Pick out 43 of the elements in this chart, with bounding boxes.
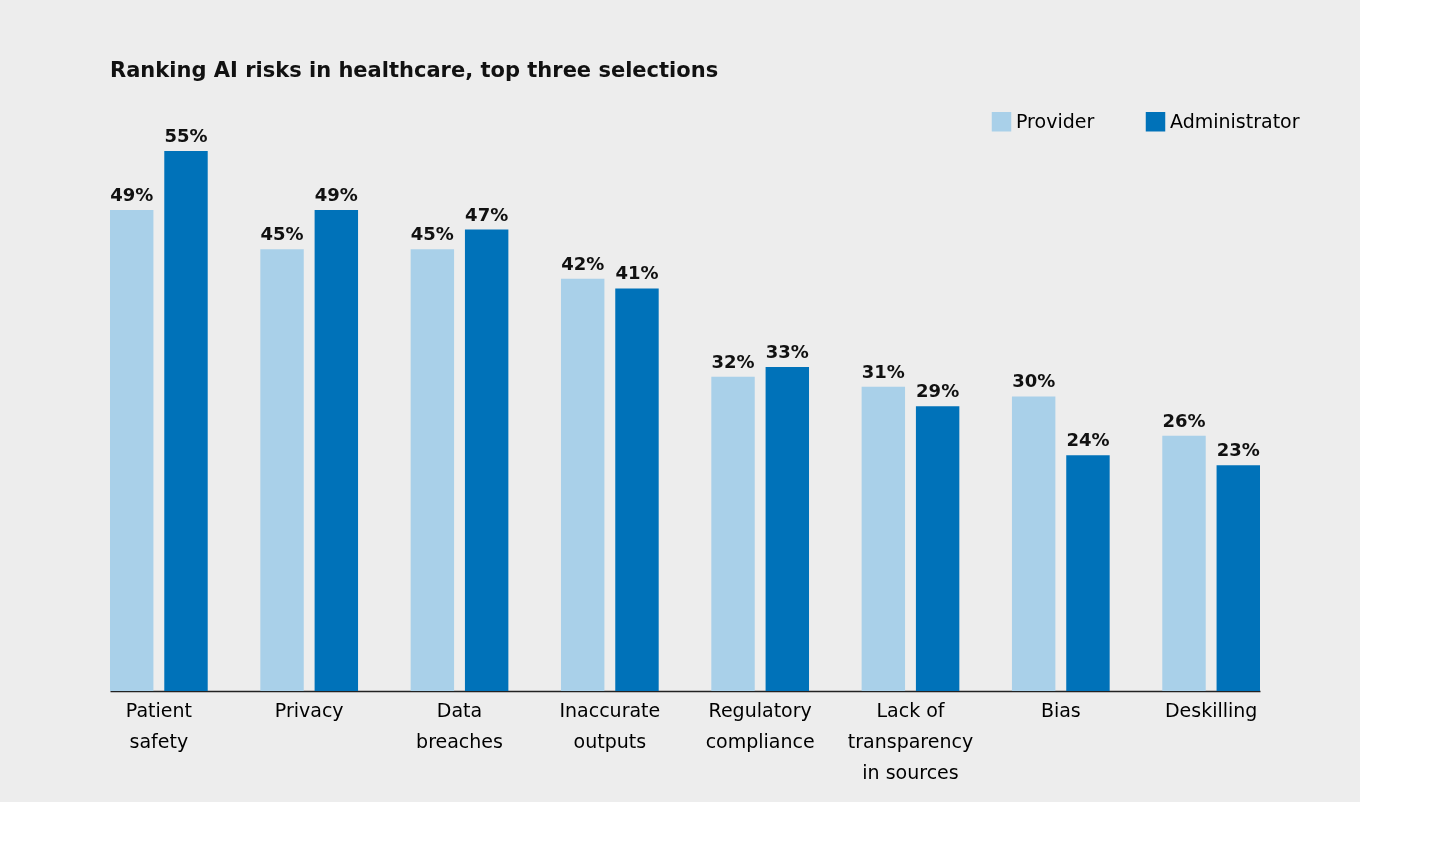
data-label: 23% <box>1216 439 1260 461</box>
bar <box>915 406 960 691</box>
data-label: 30% <box>1012 370 1056 392</box>
data-label: 33% <box>765 341 809 362</box>
bar <box>861 386 906 691</box>
data-label: 29% <box>916 380 960 402</box>
x-tick-label: Lack of transparency in sources <box>847 698 974 783</box>
x-tick-label: Deskilling <box>1164 698 1258 721</box>
bar <box>615 288 659 691</box>
x-tick-label: Privacy <box>274 698 344 721</box>
data-label: 41% <box>615 262 659 284</box>
legend-label: Administrator <box>1170 109 1300 132</box>
bar <box>1162 435 1206 691</box>
data-label: 32% <box>711 350 755 372</box>
data-label: 31% <box>861 360 905 382</box>
bar <box>765 367 810 691</box>
bar <box>1216 465 1260 691</box>
data-label: 55% <box>164 125 208 146</box>
x-tick-label: Data breaches <box>416 698 503 752</box>
bar <box>260 249 304 691</box>
data-label: 42% <box>561 252 605 274</box>
data-label: 45% <box>410 223 454 245</box>
bar <box>560 278 605 691</box>
x-tick-label: Patient safety <box>125 698 192 752</box>
data-label: 47% <box>465 203 509 225</box>
data-label: 24% <box>1066 429 1110 451</box>
data-label: 45% <box>260 223 304 245</box>
bar <box>410 249 455 691</box>
chart-title: Ranking AI risks in healthcare, top three selections <box>110 58 719 82</box>
bar <box>110 209 154 691</box>
data-label: 49% <box>110 183 154 205</box>
bar <box>464 229 509 691</box>
x-tick-label: Inaccurate outputs <box>559 698 661 752</box>
bar <box>711 376 755 691</box>
bar <box>314 209 359 691</box>
legend-label: Provider <box>1016 109 1095 132</box>
bar <box>1011 396 1056 691</box>
x-tick-label: Bias <box>1040 698 1081 721</box>
data-label: 26% <box>1162 409 1206 431</box>
x-tick-label: Regulatory compliance <box>705 698 815 752</box>
bar <box>1066 455 1110 691</box>
data-label: 49% <box>314 183 358 205</box>
bar <box>164 151 208 691</box>
